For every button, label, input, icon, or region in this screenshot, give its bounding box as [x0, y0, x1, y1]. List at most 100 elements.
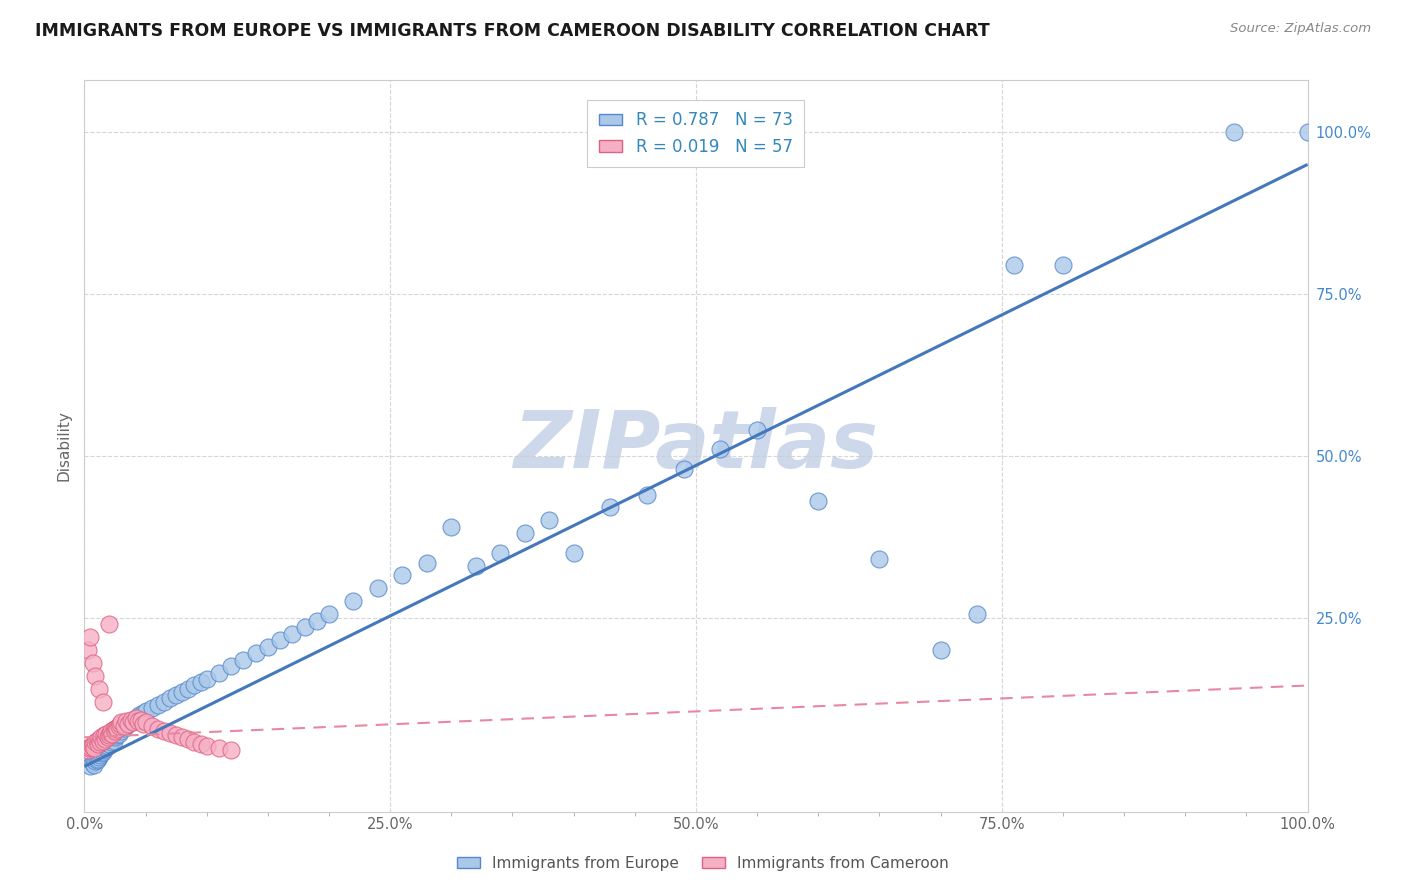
- Point: [1296, 125, 1319, 139]
- Point: [93, 728, 115, 742]
- Point: [122, 714, 145, 728]
- Point: [115, 714, 138, 728]
- Point: [1223, 125, 1246, 139]
- Point: [90, 731, 112, 745]
- Point: [101, 727, 124, 741]
- Point: [83, 741, 105, 756]
- Point: [190, 737, 212, 751]
- Point: [87, 749, 110, 764]
- Legend: Immigrants from Europe, Immigrants from Cameroon: Immigrants from Europe, Immigrants from …: [451, 850, 955, 877]
- Point: [232, 652, 254, 666]
- Text: Source: ZipAtlas.com: Source: ZipAtlas.com: [1230, 22, 1371, 36]
- Point: [208, 665, 231, 680]
- Point: [97, 728, 120, 742]
- Point: [416, 556, 439, 570]
- Point: [190, 675, 212, 690]
- Point: [929, 643, 952, 657]
- Point: [208, 741, 231, 756]
- Point: [94, 741, 117, 756]
- Point: [91, 695, 114, 709]
- Point: [91, 733, 114, 747]
- Point: [115, 719, 138, 733]
- Point: [97, 617, 120, 632]
- Point: [79, 759, 101, 773]
- Point: [183, 678, 205, 692]
- Point: [159, 725, 181, 739]
- Point: [96, 739, 118, 754]
- Point: [84, 669, 107, 683]
- Point: [672, 461, 695, 475]
- Point: [89, 747, 111, 762]
- Point: [128, 707, 150, 722]
- Point: [84, 735, 107, 749]
- Point: [97, 731, 120, 745]
- Point: [100, 735, 122, 749]
- Point: [1052, 258, 1074, 272]
- Text: ZIPatlas: ZIPatlas: [513, 407, 879, 485]
- Point: [80, 739, 103, 753]
- Point: [159, 691, 181, 706]
- Point: [342, 594, 364, 608]
- Point: [103, 722, 125, 736]
- Point: [141, 701, 163, 715]
- Point: [146, 722, 169, 736]
- Point: [120, 713, 142, 727]
- Point: [90, 747, 112, 761]
- Point: [966, 607, 988, 622]
- Point: [105, 728, 128, 742]
- Point: [79, 630, 101, 644]
- Legend: R = 0.787   N = 73, R = 0.019   N = 57: R = 0.787 N = 73, R = 0.019 N = 57: [588, 100, 804, 168]
- Point: [94, 732, 117, 747]
- Point: [269, 633, 291, 648]
- Point: [141, 719, 163, 733]
- Point: [219, 659, 242, 673]
- Point: [89, 735, 111, 749]
- Point: [294, 620, 316, 634]
- Point: [104, 723, 127, 738]
- Point: [367, 582, 389, 596]
- Point: [105, 721, 128, 735]
- Point: [105, 722, 128, 736]
- Point: [146, 698, 169, 712]
- Point: [84, 754, 107, 768]
- Point: [104, 731, 127, 745]
- Point: [599, 500, 621, 515]
- Point: [117, 717, 139, 731]
- Point: [82, 737, 104, 751]
- Point: [77, 643, 100, 657]
- Point: [96, 727, 118, 741]
- Point: [1002, 258, 1025, 272]
- Point: [86, 733, 108, 747]
- Point: [257, 640, 280, 654]
- Point: [153, 695, 176, 709]
- Point: [869, 552, 891, 566]
- Point: [135, 715, 157, 730]
- Point: [120, 715, 142, 730]
- Point: [195, 739, 218, 753]
- Point: [807, 494, 830, 508]
- Point: [100, 723, 122, 738]
- Point: [183, 735, 205, 749]
- Point: [82, 756, 104, 771]
- Point: [82, 656, 104, 670]
- Point: [464, 558, 486, 573]
- Point: [108, 717, 131, 731]
- Point: [79, 739, 101, 754]
- Point: [219, 743, 242, 757]
- Point: [440, 520, 463, 534]
- Point: [117, 717, 139, 731]
- Point: [86, 753, 108, 767]
- Point: [107, 719, 129, 733]
- Point: [103, 733, 125, 747]
- Point: [129, 713, 152, 727]
- Point: [83, 758, 105, 772]
- Point: [305, 614, 328, 628]
- Point: [132, 717, 155, 731]
- Point: [97, 739, 120, 753]
- Point: [77, 743, 100, 757]
- Point: [91, 745, 114, 759]
- Point: [172, 685, 194, 699]
- Point: [177, 732, 200, 747]
- Y-axis label: Disability: Disability: [56, 410, 72, 482]
- Point: [489, 546, 512, 560]
